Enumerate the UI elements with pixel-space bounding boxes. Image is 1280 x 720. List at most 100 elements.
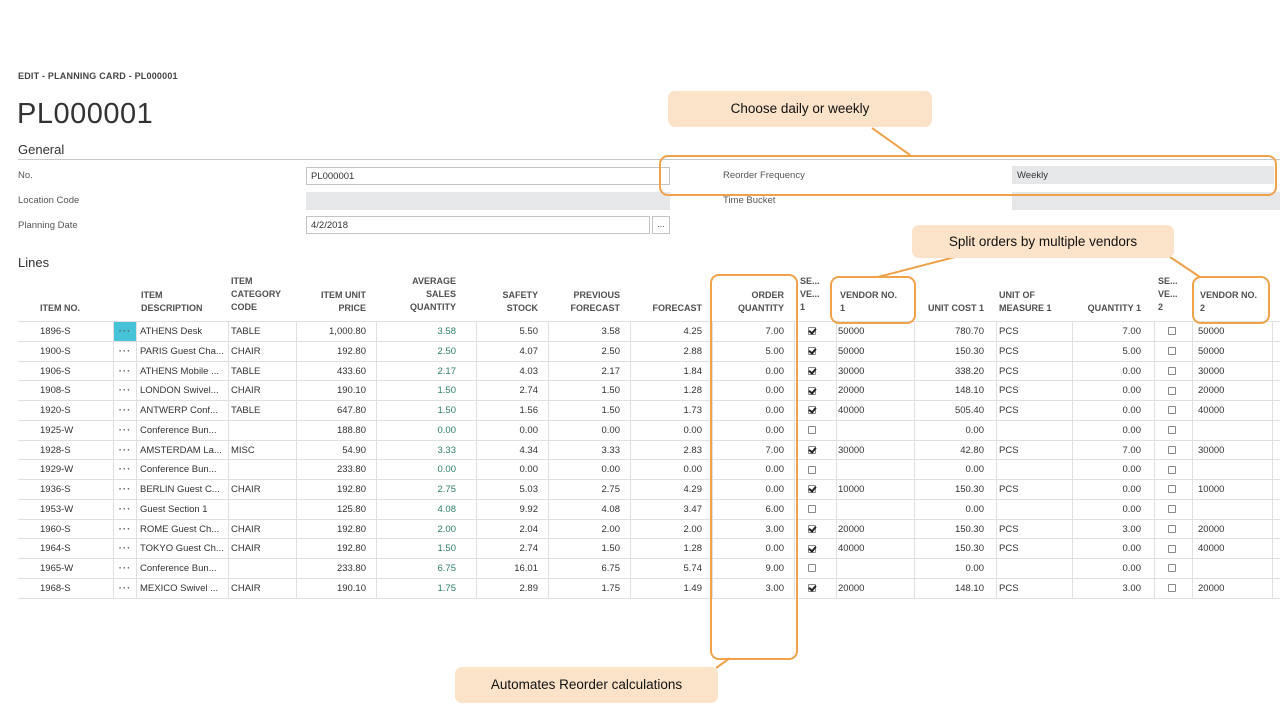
table-row[interactable]: 1968-S ··· MEXICO Swivel ... CHAIR 190.10 1.7… <box>18 577 1280 598</box>
table-row[interactable]: 1925-W ··· Conference Bun... 188.80 0.00 0.00… <box>18 419 1280 440</box>
row-menu-icon[interactable]: ··· <box>118 424 132 436</box>
cell-vendor2[interactable]: 40000 <box>1198 543 1225 555</box>
cell-avg[interactable]: 2.75 <box>437 484 457 495</box>
select-vendor-2-checkbox[interactable] <box>1168 406 1176 415</box>
cell-item-no[interactable]: 1968-S <box>40 582 71 594</box>
cell-safety[interactable]: 4.07 <box>519 345 539 357</box>
cell-prev[interactable]: 6.75 <box>601 563 621 574</box>
cell-price[interactable]: 125.80 <box>336 503 366 515</box>
select-vendor-1-checkbox[interactable] <box>808 505 816 514</box>
cell-price[interactable]: 433.60 <box>336 365 366 377</box>
cell-cat[interactable]: CHAIR <box>231 543 261 555</box>
table-row[interactable]: 1896-S ··· ATHENS Desk TABLE 1,000.80 3.58 5.5… <box>18 321 1280 341</box>
table-row[interactable]: 1900-S ··· PARIS Guest Cha... CHAIR 192.80 2.… <box>18 340 1280 361</box>
cell-prev[interactable]: 3.58 <box>601 326 621 337</box>
row-menu-icon[interactable]: ··· <box>114 322 136 341</box>
cell-desc[interactable]: TOKYO Guest Ch... <box>140 543 224 555</box>
cell-item-no[interactable]: 1964-S <box>40 543 71 555</box>
cell-avg[interactable]: 4.08 <box>437 503 457 515</box>
cell-item-no[interactable]: 1936-S <box>40 484 71 495</box>
cell-desc[interactable]: Conference Bun... <box>140 464 217 476</box>
cell-forecast[interactable]: 5.74 <box>683 563 703 574</box>
select-vendor-2-checkbox[interactable] <box>1168 327 1176 336</box>
col-unit-of-measure-1[interactable]: UNIT OF MEASURE 1 <box>999 290 1052 313</box>
planning-date-field[interactable]: 4/2/2018 <box>306 216 650 234</box>
cell-safety[interactable]: 2.74 <box>519 385 539 397</box>
cell-item-no[interactable]: 1928-S <box>40 444 71 456</box>
cell-cat[interactable]: TABLE <box>231 405 261 416</box>
row-menu-icon[interactable]: ··· <box>118 444 132 456</box>
cell-desc[interactable]: BERLIN Guest C... <box>140 484 220 495</box>
cell-qty1[interactable]: 0.00 <box>1122 405 1142 416</box>
cell-price[interactable]: 1,000.80 <box>329 326 366 337</box>
cell-order[interactable]: 0.00 <box>765 543 785 555</box>
cell-unitcost1[interactable]: 0.00 <box>965 464 985 476</box>
cell-forecast[interactable]: 2.88 <box>683 345 703 357</box>
location-code-field[interactable] <box>306 192 670 210</box>
cell-uom1[interactable]: PCS <box>999 345 1019 357</box>
row-menu-icon[interactable]: ··· <box>118 345 132 357</box>
cell-vendor2[interactable]: 30000 <box>1198 444 1225 456</box>
col-item-unit-price[interactable]: ITEM UNIT PRICE <box>321 290 366 313</box>
col-order-quantity[interactable]: ORDER QUANTITY <box>738 290 784 313</box>
col-vendor-no-2[interactable]: VENDOR NO. 2 <box>1200 290 1258 313</box>
table-row[interactable]: 1964-S ··· TOKYO Guest Ch... CHAIR 192.80 1.5… <box>18 538 1280 559</box>
cell-safety[interactable]: 5.50 <box>519 326 539 337</box>
row-menu-icon[interactable]: ··· <box>118 385 132 397</box>
cell-desc[interactable]: Conference Bun... <box>140 424 217 436</box>
cell-prev[interactable]: 4.08 <box>601 503 621 515</box>
select-vendor-2-checkbox[interactable] <box>1168 445 1176 454</box>
cell-forecast[interactable]: 1.28 <box>683 385 703 397</box>
cell-prev[interactable]: 0.00 <box>601 464 621 476</box>
cell-price[interactable]: 192.80 <box>336 543 366 555</box>
cell-qty1[interactable]: 3.00 <box>1122 582 1142 594</box>
select-vendor-1-checkbox[interactable] <box>808 465 816 474</box>
cell-unitcost1[interactable]: 150.30 <box>954 345 984 357</box>
cell-desc[interactable]: LONDON Swivel... <box>140 385 219 397</box>
cell-desc[interactable]: ATHENS Desk <box>140 326 203 337</box>
row-menu-icon[interactable]: ··· <box>118 464 132 476</box>
cell-qty1[interactable]: 0.00 <box>1122 365 1142 377</box>
cell-vendor1[interactable]: 20000 <box>838 385 865 397</box>
cell-item-no[interactable]: 1965-W <box>40 563 74 574</box>
col-select-vendor-1[interactable]: SE... VE... 1 <box>800 276 820 312</box>
cell-avg[interactable]: 3.58 <box>437 326 457 337</box>
cell-avg[interactable]: 2.17 <box>437 365 457 377</box>
cell-vendor1[interactable]: 20000 <box>838 582 865 594</box>
table-row[interactable]: 1929-W ··· Conference Bun... 233.80 0.00 0.00… <box>18 459 1280 480</box>
cell-qty1[interactable]: 7.00 <box>1122 326 1142 337</box>
cell-qty1[interactable]: 0.00 <box>1122 484 1142 495</box>
cell-uom1[interactable]: PCS <box>999 326 1019 337</box>
cell-qty1[interactable]: 0.00 <box>1122 503 1142 515</box>
cell-order[interactable]: 0.00 <box>765 385 785 397</box>
select-vendor-2-checkbox[interactable] <box>1168 465 1176 474</box>
cell-safety[interactable]: 16.01 <box>514 563 538 574</box>
select-vendor-2-checkbox[interactable] <box>1168 347 1176 356</box>
cell-prev[interactable]: 0.00 <box>601 424 621 436</box>
cell-forecast[interactable]: 1.49 <box>683 582 703 594</box>
cell-vendor2[interactable]: 10000 <box>1198 484 1225 495</box>
select-vendor-2-checkbox[interactable] <box>1168 564 1176 573</box>
cell-desc[interactable]: Guest Section 1 <box>140 503 208 515</box>
cell-avg[interactable]: 0.00 <box>437 464 457 476</box>
select-vendor-1-checkbox[interactable] <box>808 406 816 415</box>
cell-cat[interactable]: TABLE <box>231 365 261 377</box>
select-vendor-2-checkbox[interactable] <box>1168 366 1176 375</box>
table-row[interactable]: 1920-S ··· ANTWERP Conf... TABLE 647.80 1.50 1… <box>18 400 1280 420</box>
select-vendor-1-checkbox[interactable] <box>808 327 816 336</box>
select-vendor-1-checkbox[interactable] <box>808 347 816 356</box>
cell-cat[interactable]: CHAIR <box>231 385 261 397</box>
cell-prev[interactable]: 2.17 <box>601 365 621 377</box>
cell-cat[interactable]: CHAIR <box>231 523 261 535</box>
cell-uom1[interactable]: PCS <box>999 543 1019 555</box>
cell-prev[interactable]: 2.00 <box>601 523 621 535</box>
cell-cat[interactable]: TABLE <box>231 326 261 337</box>
cell-forecast[interactable]: 2.83 <box>683 444 703 456</box>
cell-item-no[interactable]: 1925-W <box>40 424 74 436</box>
cell-order[interactable]: 7.00 <box>765 444 785 456</box>
cell-vendor2[interactable]: 50000 <box>1198 326 1225 337</box>
cell-price[interactable]: 192.80 <box>336 484 366 495</box>
select-vendor-2-checkbox[interactable] <box>1168 426 1176 435</box>
select-vendor-1-checkbox[interactable] <box>808 386 816 395</box>
cell-price[interactable]: 647.80 <box>336 405 366 416</box>
